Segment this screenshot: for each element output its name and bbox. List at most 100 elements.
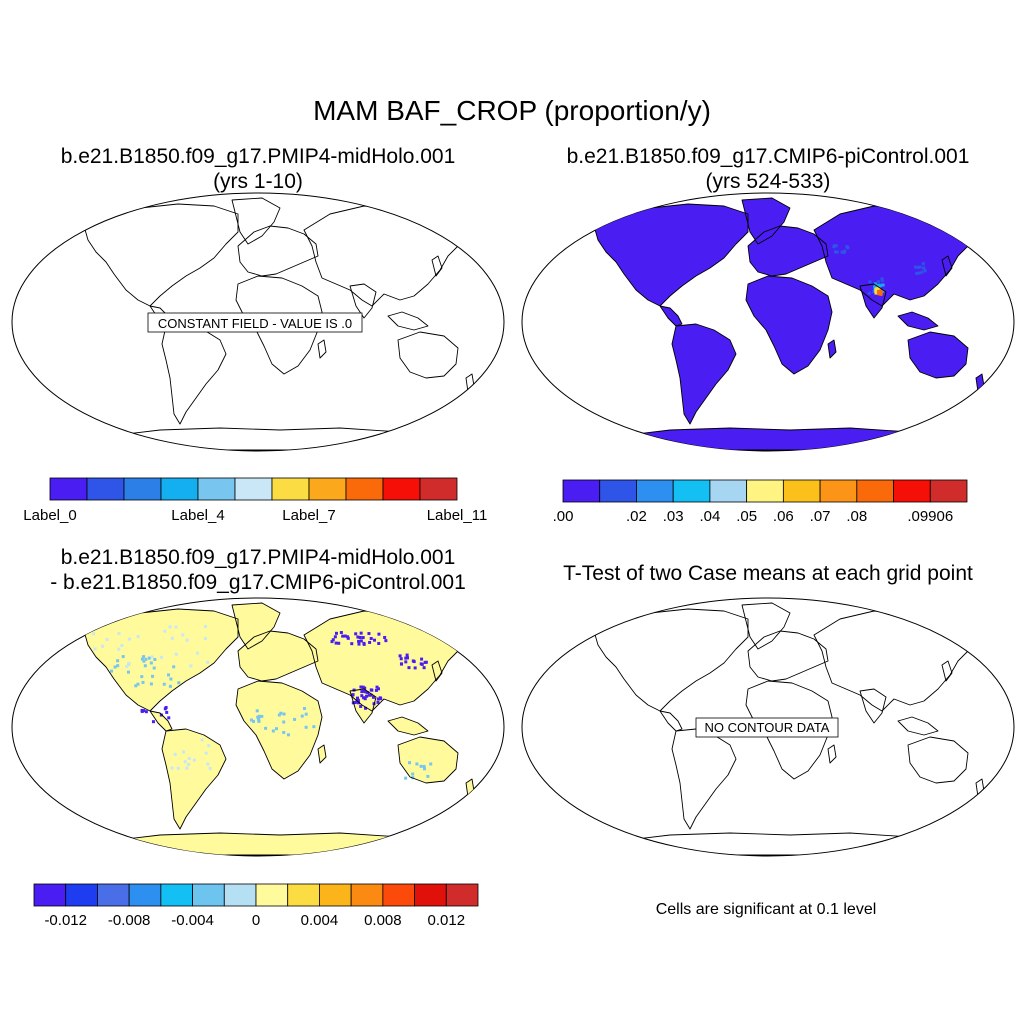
difference-cell (140, 675, 144, 679)
hotspot-cell (880, 278, 884, 282)
difference-cell (150, 655, 154, 659)
difference-cell (356, 635, 360, 639)
panel1-title-line1: b.e21.B1850.f09_g17.PMIP4-midHolo.001 (61, 145, 456, 168)
colorbar-box (819, 479, 858, 503)
hotspot-cell (868, 280, 872, 284)
difference-cell (373, 638, 377, 642)
colorbar-tick-label: Label_7 (282, 507, 335, 524)
difference-cell (185, 638, 189, 642)
colorbar-box (160, 883, 193, 907)
colorbar-tick-label: .08 (846, 508, 867, 525)
difference-cell (127, 661, 131, 665)
difference-cell (117, 647, 121, 651)
difference-cell (203, 625, 207, 629)
difference-cell (362, 642, 366, 646)
difference-cell (360, 694, 364, 698)
difference-cell (365, 694, 369, 698)
colorbar-box (893, 479, 931, 503)
colorbar-box (856, 479, 894, 503)
difference-cell (312, 725, 316, 729)
difference-cell (255, 709, 259, 713)
difference-cell (407, 666, 411, 670)
difference-cell (406, 656, 410, 660)
figure-title: MAM BAF_CROP (proportion/y) (313, 95, 711, 126)
difference-cell (343, 634, 347, 638)
difference-cell (422, 666, 426, 670)
difference-cell (359, 704, 363, 708)
panel1-message: CONSTANT FIELD - VALUE IS .0 (158, 316, 352, 331)
difference-cell (168, 625, 172, 629)
difference-cell (141, 680, 145, 684)
difference-cell (364, 706, 368, 710)
difference-cell (420, 657, 424, 661)
difference-cell (415, 762, 419, 766)
difference-cell (354, 632, 358, 636)
difference-cell (359, 631, 363, 635)
difference-cell (153, 657, 157, 661)
difference-cell (378, 696, 382, 700)
hotspot-cell (914, 265, 918, 269)
difference-cell (356, 696, 360, 700)
colorbar-tick-label: 0.004 (301, 912, 339, 929)
hotspot-cell (842, 250, 846, 254)
panel-ttest: T-Test of two Case means at each grid po… (521, 562, 1015, 918)
difference-cell (192, 758, 196, 762)
difference-cell (408, 761, 412, 765)
difference-cell (116, 659, 120, 663)
difference-cell (360, 690, 364, 694)
difference-cell (206, 762, 210, 766)
difference-cell (363, 697, 367, 701)
colorbar-tick-label: Label_0 (23, 507, 76, 524)
panel3-title-line2: - b.e21.B1850.f09_g17.CMIP6-piControl.00… (50, 571, 466, 594)
hotspot-cell (918, 265, 922, 269)
difference-cell (384, 639, 388, 643)
panel2-colorbar: .00 .02 .03 .04 .05 .06 .07 .08 .09906 (553, 479, 968, 525)
difference-cell (117, 632, 121, 636)
difference-cell (423, 767, 427, 771)
difference-cell (110, 669, 114, 673)
difference-cell (126, 670, 130, 674)
colorbar-box (97, 883, 130, 907)
difference-cell (286, 733, 290, 737)
difference-cell (282, 720, 286, 724)
difference-cell (404, 776, 408, 780)
hotspot-cell (921, 262, 925, 266)
colorbar-box (636, 479, 674, 503)
difference-cell (346, 636, 350, 640)
difference-cell (304, 712, 308, 716)
hotspot-cell (922, 266, 926, 270)
colorbar-tick-label: .00 (553, 508, 574, 525)
difference-cell (207, 744, 211, 748)
difference-cell (206, 660, 210, 664)
hotspot-cell (876, 286, 880, 290)
difference-cell (357, 639, 361, 643)
difference-cell (149, 661, 153, 665)
difference-cell (144, 710, 148, 714)
panel2-hotspots (832, 244, 927, 296)
difference-cell (101, 644, 105, 648)
difference-cell (142, 655, 146, 659)
hotspot-cell (873, 282, 877, 286)
panel2-title-line1: b.e21.B1850.f09_g17.CMIP6-piControl.001 (567, 145, 970, 168)
difference-cell (366, 691, 370, 695)
colorbar-box (65, 883, 98, 907)
difference-cell (167, 716, 171, 720)
difference-cell (142, 709, 146, 713)
colorbar-box (350, 883, 384, 907)
difference-cell (399, 662, 403, 666)
difference-cell (140, 657, 144, 661)
difference-cell (182, 750, 186, 754)
hotspot-cell (917, 265, 921, 269)
colorbar-tick-label: .09906 (907, 508, 953, 525)
difference-cell (92, 632, 96, 636)
difference-cell (163, 629, 167, 633)
difference-cell (429, 762, 433, 766)
hotspot-cell (873, 285, 877, 289)
difference-cell (143, 664, 147, 668)
hotspot-cell (877, 289, 881, 293)
difference-cell (282, 712, 286, 716)
hotspot-cell (835, 250, 839, 254)
difference-cell (369, 636, 373, 640)
colorbar-box (192, 883, 225, 907)
